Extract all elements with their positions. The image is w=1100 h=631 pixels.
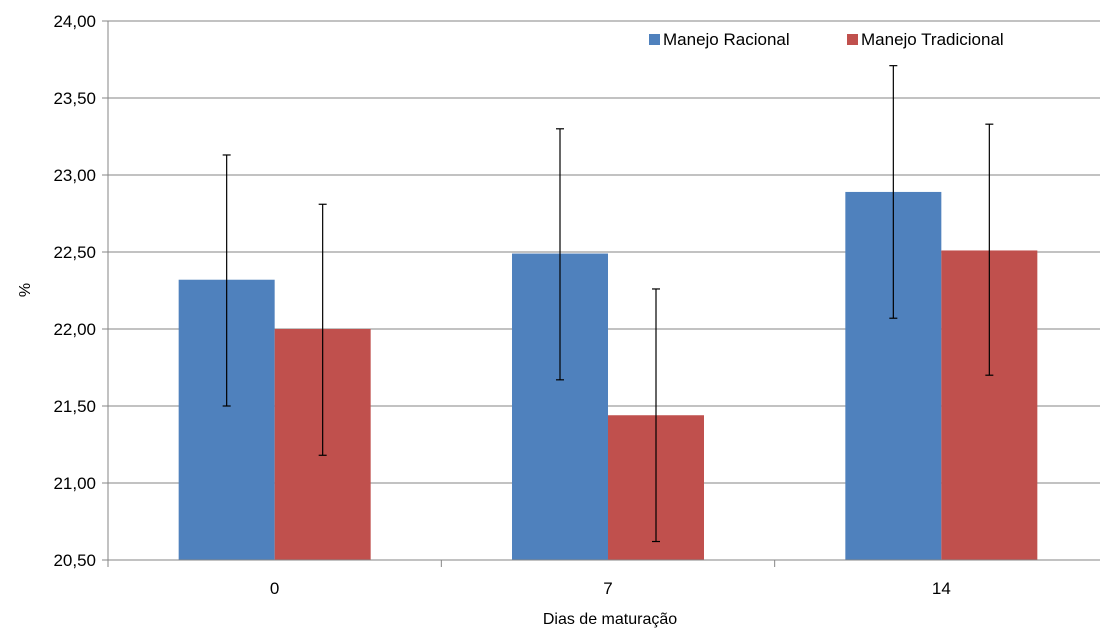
legend-label: Manejo Tradicional — [861, 30, 1004, 49]
x-tick-label: 0 — [270, 579, 279, 598]
axes — [102, 20, 1100, 567]
x-tick-label: 7 — [603, 579, 612, 598]
x-axis-label: Dias de maturação — [543, 611, 677, 628]
y-axis-label: % — [17, 283, 34, 297]
x-tick-label: 14 — [932, 579, 951, 598]
x-tick-labels: 0 7 14 — [270, 579, 951, 598]
y-tick-label: 21,50 — [53, 397, 96, 416]
legend-swatch — [649, 34, 660, 45]
y-tick-label: 22,00 — [53, 320, 96, 339]
legend: Manejo Racional Manejo Tradicional — [649, 30, 1004, 49]
bars — [178, 191, 1038, 561]
y-tick-label: 23,00 — [53, 166, 96, 185]
y-tick-labels: 20,50 21,00 21,50 22,00 22,50 23,00 23,50 24,00 — [53, 12, 96, 570]
y-tick-label: 22,50 — [53, 243, 96, 262]
legend-label: Manejo Racional — [663, 30, 790, 49]
y-tick-label: 21,00 — [53, 474, 96, 493]
legend-swatch — [847, 34, 858, 45]
error-bars — [222, 65, 994, 543]
y-tick-label: 20,50 — [53, 551, 96, 570]
y-tick-label: 23,50 — [53, 89, 96, 108]
y-tick-label: 24,00 — [53, 12, 96, 31]
